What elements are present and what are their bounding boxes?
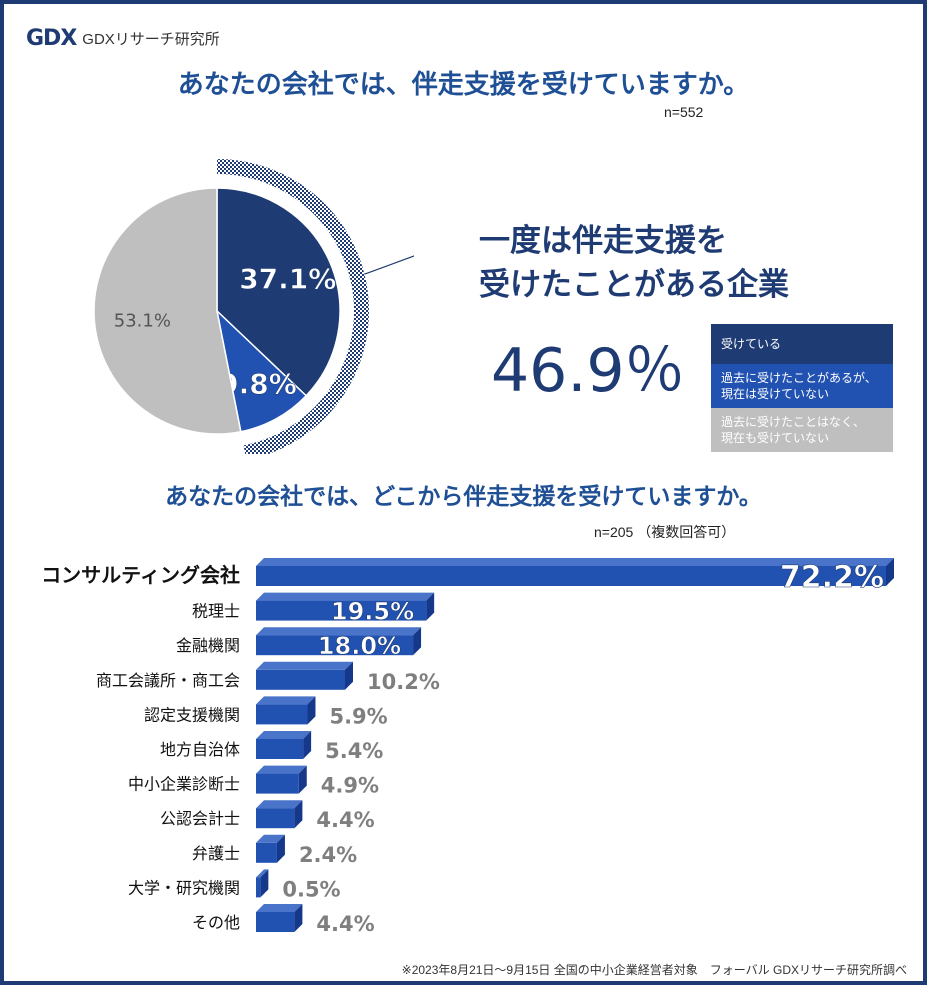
bar-side-face bbox=[303, 731, 312, 759]
bar-category-label: 弁護士 bbox=[192, 845, 240, 863]
legend-text: 現在も受けていない bbox=[721, 431, 830, 445]
footnote: ※2023年8月21日～9月15日 全国の中小企業経営者対象 フォーバル GDX… bbox=[401, 963, 907, 977]
bar bbox=[256, 635, 414, 656]
legend-text: 過去に受けたことはなく、 bbox=[721, 415, 866, 429]
legend-item-2: 過去に受けたことがあるが、 現在は受けていない bbox=[711, 364, 893, 408]
callout-line-2: 受けたことがある企業 bbox=[479, 267, 789, 302]
bar-side-face bbox=[413, 627, 422, 656]
bar-top-face bbox=[256, 765, 307, 774]
bar bbox=[256, 842, 277, 863]
bar-value-label: 10.2% bbox=[367, 670, 440, 694]
bar bbox=[256, 739, 304, 759]
bar-side-face bbox=[886, 558, 894, 586]
pie-sample-size: n=552 bbox=[664, 104, 704, 120]
bar-top-face bbox=[256, 627, 422, 636]
pie-chart: 37.1%9.8%53.1% bbox=[93, 159, 414, 454]
bar-chart: コンサルティング会社 72.2% 税理士 19.5% 金融機関 18.0% 商工会議所・商工… bbox=[41, 558, 894, 936]
bar-top-face bbox=[256, 731, 312, 739]
logo-mark: GDX bbox=[26, 26, 77, 51]
bar-category-label: 地方自治体 bbox=[160, 741, 240, 759]
bar bbox=[256, 773, 299, 794]
callout-value: 46.9％ bbox=[491, 336, 685, 406]
bar-category-label: 公認会計士 bbox=[160, 810, 240, 828]
pie-outer-ring bbox=[217, 159, 369, 454]
bar-value-label: 5.4% bbox=[325, 739, 383, 763]
bar-category-label: 商工会議所・商工会 bbox=[96, 672, 240, 690]
bar-category-label: 中小企業診断士 bbox=[128, 776, 240, 794]
bar-value-label: 4.4% bbox=[316, 912, 374, 936]
bar-side-face bbox=[426, 592, 435, 621]
pie-slice-label-1: 37.1% bbox=[239, 263, 336, 296]
legend-item-3: 過去に受けたことはなく、 現在も受けていない bbox=[711, 408, 893, 452]
bar-category-label: 認定支援機関 bbox=[144, 706, 240, 724]
pie-slice-3 bbox=[93, 187, 242, 435]
legend-item-1: 受けている bbox=[711, 324, 893, 364]
bar-category-label: 大学・研究機関 bbox=[128, 879, 240, 897]
legend-text: 受けている bbox=[721, 337, 782, 351]
legend-text: 現在は受けていない bbox=[721, 387, 830, 401]
bar bbox=[256, 808, 295, 829]
bar-side-face bbox=[294, 800, 303, 829]
bar-category-label: 金融機関 bbox=[176, 637, 240, 655]
logo: GDX GDXリサーチ研究所 bbox=[26, 26, 220, 51]
pie-legend: 受けている 過去に受けたことがあるが、 現在は受けていない 過去に受けたことはなく、現… bbox=[711, 324, 893, 452]
bar-value-label: 19.5% bbox=[331, 598, 414, 626]
bar-top-face bbox=[256, 904, 303, 912]
pie-chart-title: あなたの会社では、伴走支援を受けていますか。 bbox=[177, 69, 750, 99]
bar bbox=[256, 704, 308, 725]
bar-side-face bbox=[345, 661, 354, 690]
callout-line-1: 一度は伴走支援を bbox=[479, 223, 727, 258]
bar bbox=[256, 669, 346, 690]
bar-top-face bbox=[256, 592, 435, 601]
bar-value-label: 4.9% bbox=[321, 774, 379, 798]
bar-sample-size: n=205 （複数回答可） bbox=[594, 524, 736, 540]
bar-side-face bbox=[307, 696, 316, 725]
bar-chart-title: あなたの会社では、どこから伴走支援を受けていますか。 bbox=[165, 483, 762, 509]
bar-top-face bbox=[256, 869, 269, 878]
pie-slice-2 bbox=[215, 308, 308, 433]
callout-label: 一度は伴走支援を 受けたことがある企業 bbox=[479, 219, 789, 307]
logo-text: GDXリサーチ研究所 bbox=[82, 31, 220, 48]
bar bbox=[256, 566, 886, 586]
bar-value-label: 72.2% bbox=[780, 560, 884, 595]
legend-text: 過去に受けたことがあるが、 bbox=[721, 371, 877, 385]
bar-category-label: その他 bbox=[192, 914, 240, 932]
bar-side-face bbox=[260, 869, 269, 898]
bar-value-label: 18.0% bbox=[318, 632, 401, 660]
bar-value-label: 0.5% bbox=[282, 877, 340, 901]
pie-slice-label-3: 53.1% bbox=[114, 310, 171, 331]
bar-top-face bbox=[256, 661, 354, 670]
callout-connector bbox=[364, 255, 414, 275]
bar bbox=[256, 912, 295, 932]
bar bbox=[256, 877, 261, 898]
pie-slice-1 bbox=[216, 187, 341, 397]
bar-top-face bbox=[256, 800, 303, 809]
bar-top-face bbox=[256, 558, 894, 566]
bar-side-face bbox=[294, 904, 303, 932]
bar-value-label: 4.4% bbox=[316, 808, 374, 832]
bar-value-label: 2.4% bbox=[299, 843, 357, 867]
bar bbox=[256, 600, 427, 621]
bar-category-label: コンサルティング会社 bbox=[41, 563, 240, 587]
bar-side-face bbox=[276, 834, 285, 863]
bar-side-face bbox=[298, 765, 307, 794]
bar-top-face bbox=[256, 834, 285, 843]
bar-category-label: 税理士 bbox=[192, 603, 240, 621]
bar-top-face bbox=[256, 696, 316, 705]
bar-value-label: 5.9% bbox=[329, 704, 387, 728]
